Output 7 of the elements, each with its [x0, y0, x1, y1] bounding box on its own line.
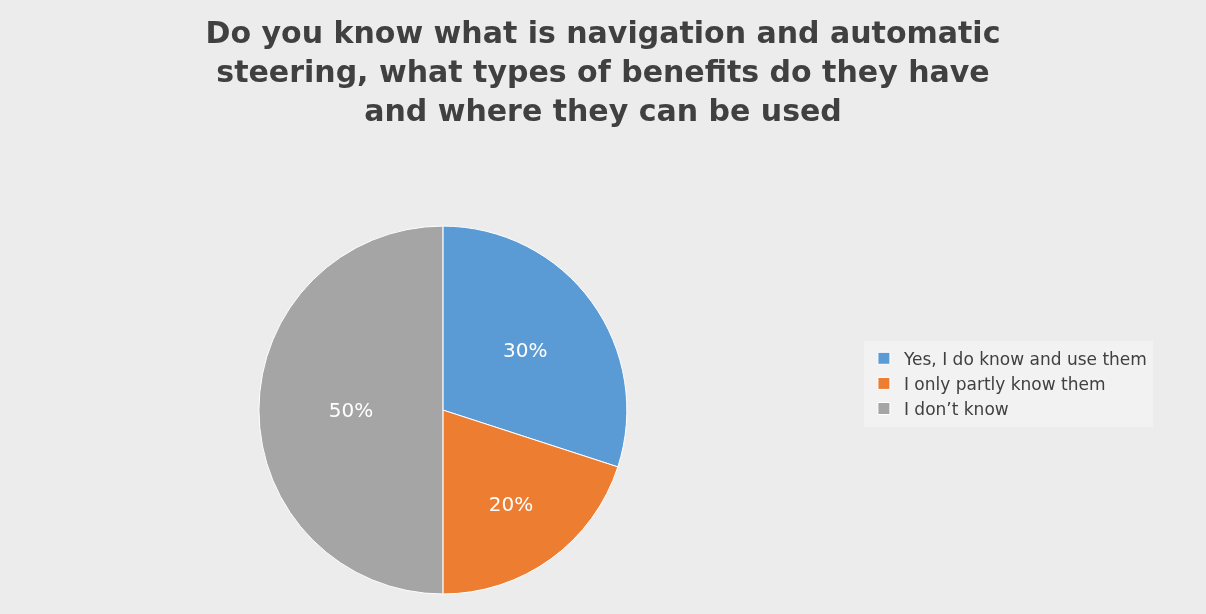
legend-label: I don’t know	[903, 399, 1009, 420]
data-label: 20%	[488, 491, 534, 516]
data-label: 50%	[328, 398, 374, 423]
chart-title: Do you know what is navigation and automatic steering, what types of benefits do they have and where they can be used	[205, 14, 1001, 128]
legend-label: Yes, I do know and use them	[902, 348, 1147, 369]
legend-label: I only partly know them	[903, 374, 1106, 395]
data-label: 30%	[502, 338, 548, 363]
